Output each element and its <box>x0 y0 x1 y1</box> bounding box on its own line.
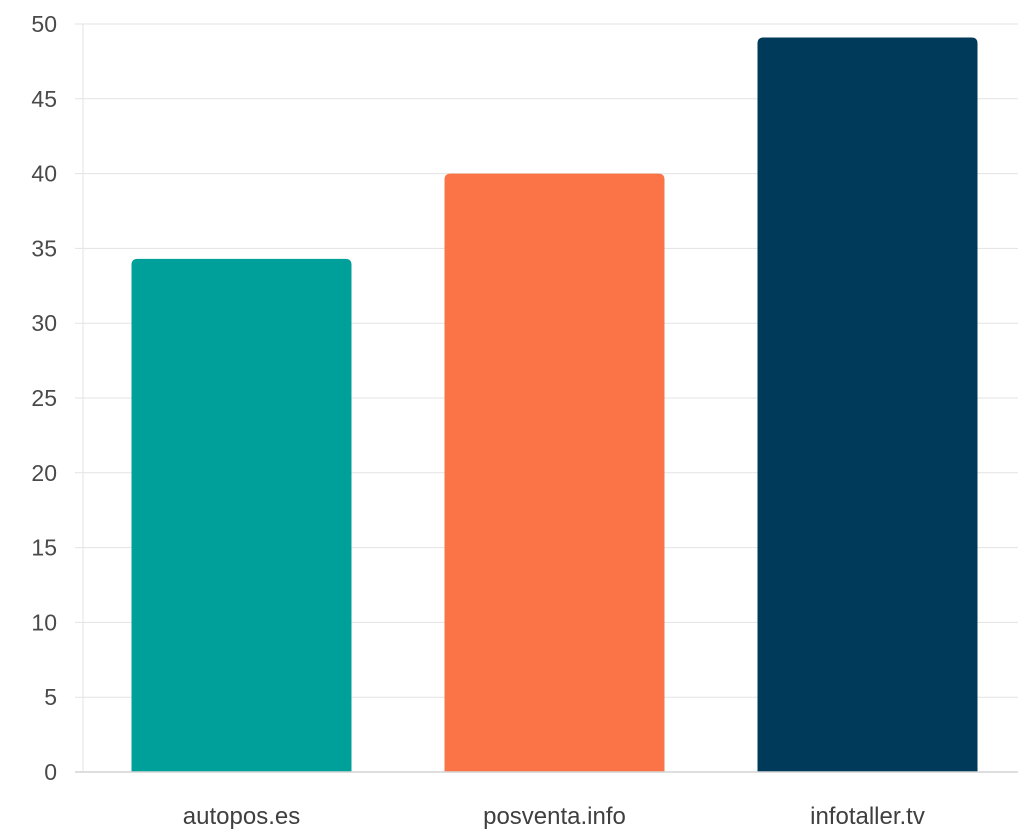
bar-infotaller-tv[interactable] <box>757 37 978 773</box>
y-tick-label: 10 <box>31 609 57 635</box>
y-tick-label: 45 <box>31 86 57 112</box>
y-tick-label: 30 <box>31 310 57 336</box>
y-tick-label: 25 <box>31 385 57 411</box>
y-tick-label: 0 <box>44 759 57 785</box>
y-tick-label: 50 <box>31 11 57 37</box>
x-axis-labels: autopos.es posventa.info infotaller.tv <box>183 803 925 830</box>
x-tick-label: autopos.es <box>183 803 300 830</box>
y-tick-label: 35 <box>31 235 57 261</box>
bars <box>131 37 978 773</box>
y-tick-label: 15 <box>31 535 57 561</box>
y-axis-ticks: 0 5 10 15 20 25 30 35 40 45 50 <box>31 11 57 785</box>
y-tick-label: 20 <box>31 460 57 486</box>
y-tick-label: 5 <box>44 684 57 710</box>
y-tick-label: 40 <box>31 161 57 187</box>
bar-autopos-es[interactable] <box>131 258 352 772</box>
x-tick-label: infotaller.tv <box>810 803 925 830</box>
x-tick-label: posventa.info <box>483 803 626 830</box>
bar-posventa-info[interactable] <box>444 173 665 773</box>
